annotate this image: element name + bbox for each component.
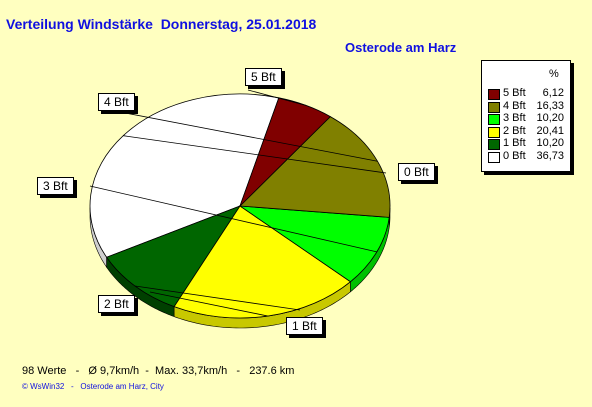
legend-item: 1 Bft 10,20 (488, 137, 568, 151)
legend-label: 0 Bft (503, 150, 526, 162)
legend-swatch (488, 89, 500, 100)
slice-label-0-bft: 0 Bft (398, 163, 435, 181)
legend-swatch (488, 152, 500, 163)
chart-title: Verteilung Windstärke Donnerstag, 25.01.… (6, 16, 317, 32)
legend-value: 20,41 (536, 124, 564, 137)
legend-label: 2 Bft (503, 124, 526, 137)
slice-label-4-bft: 4 Bft (98, 93, 135, 111)
legend-value: 6,12 (542, 87, 564, 99)
pie-slice-1-bft (106, 205, 242, 308)
legend-swatch (488, 126, 500, 138)
location-label: Osterode am Harz (345, 40, 457, 55)
leader-line-5-bft (247, 89, 306, 106)
legend-swatch (488, 101, 500, 113)
legend-swatch (488, 139, 500, 151)
slice-label-1-bft: 1 Bft (286, 317, 323, 335)
leader-line-0-bft (123, 135, 387, 174)
chart-legend: % 5 Bft 6,12 4 Bft 16,33 3 Bft 10,20 2 Bft 20,4… (481, 60, 571, 172)
legend-value: 16,33 (536, 99, 564, 112)
leader-line-1-bft (135, 285, 301, 311)
legend-value: 36,73 (536, 150, 564, 162)
legend-label: 3 Bft (503, 112, 526, 125)
legend-item: 5 Bft 6,12 (488, 87, 568, 100)
leader-line-4-bft (119, 111, 378, 162)
legend-label: 4 Bft (503, 99, 526, 112)
stats-summary: 98 Werte - Ø 9,7km/h - Max. 33,7km/h - 2… (22, 365, 295, 377)
legend-item: 0 Bft 36,73 (488, 150, 568, 163)
legend-label: 5 Bft (503, 87, 526, 99)
legend-value: 10,20 (536, 112, 564, 125)
legend-item: 3 Bft 10,20 (488, 112, 568, 126)
leader-line-2-bft (149, 291, 268, 317)
slice-label-3-bft: 3 Bft (37, 177, 74, 195)
legend-label: 1 Bft (503, 137, 526, 150)
slice-label-2-bft: 2 Bft (98, 295, 135, 313)
legend-swatch (488, 114, 500, 126)
legend-header: % (549, 68, 559, 80)
leader-line-3-bft (89, 185, 377, 253)
slice-label-5-bft: 5 Bft (245, 68, 282, 86)
legend-item: 2 Bft 20,41 (488, 124, 568, 138)
legend-value: 10,20 (536, 137, 564, 150)
legend-item: 4 Bft 16,33 (488, 99, 568, 113)
footer-credit: © WsWin32 - Osterode am Harz, City (22, 382, 164, 391)
